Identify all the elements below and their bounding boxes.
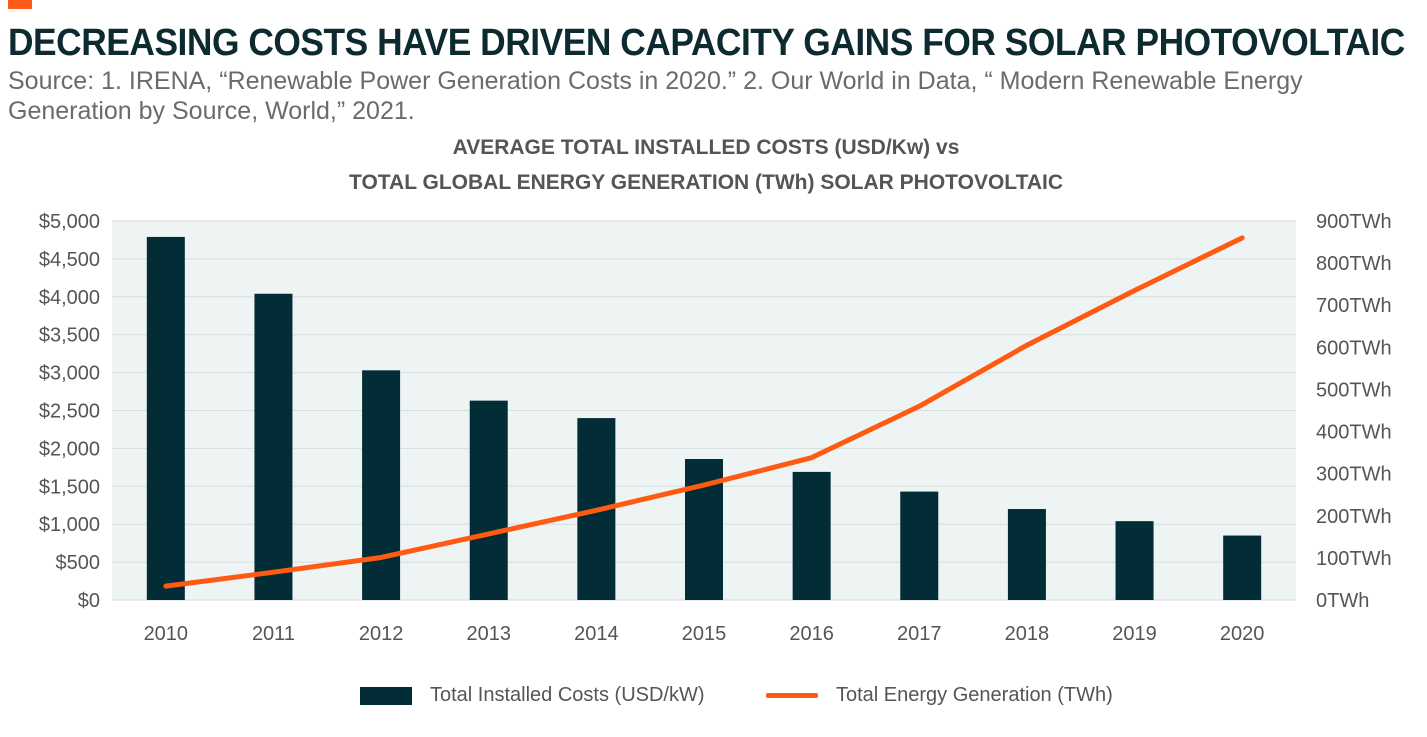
y-right-tick-label: 100TWh bbox=[1316, 548, 1392, 570]
legend: Total Installed Costs (USD/kW) Total Ene… bbox=[0, 684, 1427, 712]
y-left-tick-label: $3,000 bbox=[39, 363, 100, 385]
y-right-tick-label: 200TWh bbox=[1316, 506, 1392, 528]
x-tick-label: 2017 bbox=[897, 623, 942, 645]
source-note: Source: 1. IRENA, “Renewable Power Gener… bbox=[8, 67, 1303, 125]
x-tick-label: 2011 bbox=[252, 623, 295, 645]
x-tick-label: 2013 bbox=[466, 623, 511, 645]
bar-2019 bbox=[1115, 521, 1154, 600]
y-left-tick-label: $1,500 bbox=[39, 476, 100, 498]
chart-title-line2: TOTAL GLOBAL ENERGY GENERATION (TWh) SOL… bbox=[349, 171, 1063, 194]
y-right-tick-label: 800TWh bbox=[1316, 253, 1392, 275]
x-tick-label: 2012 bbox=[359, 623, 404, 645]
title-accent-bar bbox=[8, 0, 32, 9]
y-right-tick-label: 600TWh bbox=[1316, 337, 1392, 359]
y-right-tick-label: 300TWh bbox=[1316, 464, 1392, 486]
legend-item-costs: Total Installed Costs (USD/kW) bbox=[360, 684, 705, 707]
bar-2013 bbox=[469, 400, 508, 600]
page-title: DECREASING COSTS HAVE DRIVEN CAPACITY GA… bbox=[8, 22, 1405, 64]
y-right-tick-label: 500TWh bbox=[1316, 379, 1392, 401]
y-left-tick-label: $3,500 bbox=[39, 325, 100, 347]
y-left-tick-label: $0 bbox=[78, 590, 100, 612]
legend-label-costs: Total Installed Costs (USD/kW) bbox=[430, 684, 705, 706]
y-left-tick-label: $500 bbox=[56, 552, 101, 574]
bar-2018 bbox=[1007, 509, 1046, 600]
legend-swatch-costs bbox=[360, 686, 412, 705]
bar-2011 bbox=[254, 293, 293, 600]
y-left-tick-label: $2,000 bbox=[39, 438, 100, 460]
y-left-tick-label: $4,000 bbox=[39, 287, 100, 309]
x-tick-label: 2014 bbox=[574, 623, 619, 645]
bar-2010 bbox=[146, 236, 185, 600]
legend-label-generation: Total Energy Generation (TWh) bbox=[836, 684, 1113, 706]
bar-2020 bbox=[1223, 535, 1262, 600]
chart-title-line1: AVERAGE TOTAL INSTALLED COSTS (USD/Kw) v… bbox=[452, 136, 960, 159]
legend-swatch-generation bbox=[766, 693, 818, 698]
y-left-tick-label: $2,500 bbox=[39, 401, 100, 423]
y-right-tick-label: 900TWh bbox=[1316, 211, 1392, 233]
y-right-tick-label: 700TWh bbox=[1316, 295, 1392, 317]
bar-2017 bbox=[900, 491, 939, 600]
y-left-tick-label: $5,000 bbox=[39, 211, 100, 233]
bar-2012 bbox=[362, 370, 401, 600]
bar-2016 bbox=[792, 471, 831, 600]
x-tick-label: 2020 bbox=[1220, 623, 1265, 645]
x-tick-label: 2018 bbox=[1005, 623, 1050, 645]
legend-item-generation: Total Energy Generation (TWh) bbox=[766, 684, 1113, 707]
x-tick-label: 2015 bbox=[682, 623, 727, 645]
chart: $0 $500 $1,000 $1,500 $2,000 $2,500 $3,000 $3,5… bbox=[39, 211, 1392, 645]
y-right-tick-label: 0TWh bbox=[1316, 590, 1369, 612]
y-right-tick-label: 400TWh bbox=[1316, 422, 1392, 444]
x-tick-label: 2010 bbox=[144, 623, 189, 645]
x-tick-label: 2016 bbox=[789, 623, 834, 645]
y-left-tick-label: $1,000 bbox=[39, 514, 100, 536]
x-tick-label: 2019 bbox=[1112, 623, 1157, 645]
y-left-tick-label: $4,500 bbox=[39, 249, 100, 271]
